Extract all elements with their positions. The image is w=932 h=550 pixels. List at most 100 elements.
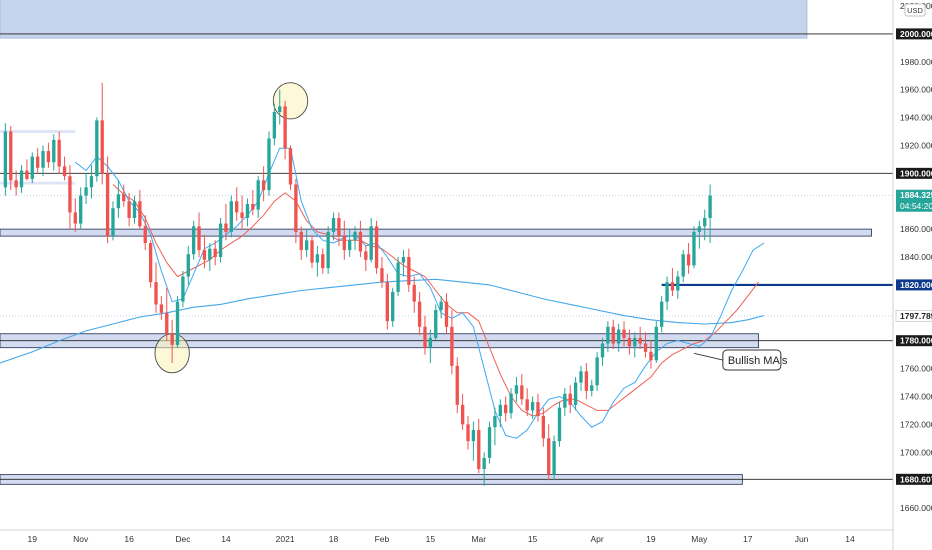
candle-body xyxy=(455,365,459,405)
candle-body xyxy=(208,248,212,260)
candle-body xyxy=(191,226,196,255)
candle xyxy=(310,236,314,269)
candle xyxy=(278,89,282,125)
candle-body xyxy=(670,282,675,291)
candle-body xyxy=(175,301,180,345)
candle xyxy=(369,217,373,263)
candle xyxy=(374,220,379,274)
candle xyxy=(337,212,341,246)
callout[interactable]: Bullish MA's xyxy=(722,349,788,371)
candle xyxy=(547,424,551,481)
time-tick-label: 16 xyxy=(124,534,134,544)
candle xyxy=(541,407,545,447)
price-tag-box xyxy=(896,28,932,40)
price-tag-label: 1680.607 xyxy=(900,474,932,484)
candle-body xyxy=(143,226,147,244)
time-tick-label: May xyxy=(691,534,708,544)
candle xyxy=(396,257,400,297)
candle-body xyxy=(590,385,594,391)
candle xyxy=(331,212,336,241)
candle-body xyxy=(697,226,702,232)
candle-body xyxy=(708,195,712,218)
candle xyxy=(665,276,669,311)
candle-body xyxy=(358,231,363,252)
time-axis[interactable]: 19 Nov 16 Dec 14 2021 18 Feb 15 Mar 15 Apr 19 May 17 Ju… xyxy=(0,529,893,544)
candle xyxy=(154,262,158,313)
price-tag-box xyxy=(896,473,932,485)
candle xyxy=(79,187,83,230)
price-tick-label: 1960.000 xyxy=(900,85,932,95)
candle xyxy=(299,226,303,260)
candle xyxy=(536,393,540,422)
candle xyxy=(552,435,556,481)
time-ticks: 19 Nov 16 Dec 14 2021 18 Feb 15 Mar 15 Apr 19 May 17 Ju… xyxy=(28,534,855,544)
candle xyxy=(622,321,626,347)
candle xyxy=(165,287,169,341)
candle xyxy=(186,245,190,285)
candle-body xyxy=(73,212,77,224)
candle xyxy=(444,293,449,334)
candle xyxy=(579,365,583,391)
candle-body xyxy=(520,385,524,400)
candle xyxy=(423,315,427,355)
candle xyxy=(358,220,363,258)
currency-badge[interactable]: USD xyxy=(904,3,926,17)
candle-body xyxy=(186,254,190,277)
candle-body xyxy=(278,106,282,112)
candle-body xyxy=(218,223,223,258)
sma-fast-line xyxy=(74,147,765,439)
candle-body xyxy=(423,326,427,348)
candle-body xyxy=(428,337,433,348)
candle xyxy=(348,229,352,258)
candle xyxy=(294,178,298,244)
candle xyxy=(568,385,572,414)
price-tick-label: 1940.000 xyxy=(900,113,932,123)
price-tag: 1900.000 xyxy=(896,167,932,179)
candle-body xyxy=(380,268,384,283)
candle-body xyxy=(584,371,589,391)
time-tick-label: Nov xyxy=(73,534,89,544)
candle-body xyxy=(261,180,266,191)
candle xyxy=(407,248,411,292)
shaded-strip-1 xyxy=(0,181,76,185)
candle xyxy=(385,273,389,330)
zone-1860 xyxy=(0,228,872,237)
candle xyxy=(218,217,223,263)
sma-long-line xyxy=(0,278,765,364)
moving-averages-layer xyxy=(0,147,765,439)
price-axis[interactable]: 1660.0001680.0001700.0001720.0001740.000… xyxy=(892,0,932,550)
candle xyxy=(616,323,621,352)
candle-body xyxy=(412,284,416,302)
price-tick-label: 1920.000 xyxy=(900,140,932,150)
candle xyxy=(35,148,40,174)
price-tick-label: 1980.000 xyxy=(900,57,932,67)
candle-body xyxy=(310,240,314,263)
candle-body xyxy=(235,201,239,213)
candle xyxy=(342,220,346,260)
candle xyxy=(73,198,77,232)
candle-body xyxy=(315,254,320,263)
candle-body xyxy=(132,201,137,218)
candle xyxy=(660,296,664,333)
time-tick-label: Jun xyxy=(795,534,809,544)
candle-body xyxy=(213,248,217,258)
candle xyxy=(240,195,244,230)
candle-body xyxy=(460,404,465,425)
candle-body xyxy=(35,156,40,168)
candle xyxy=(530,396,535,419)
candle-body xyxy=(622,329,626,338)
candle-body xyxy=(256,180,260,210)
candle xyxy=(563,388,567,417)
highlight-circle-0 xyxy=(272,82,309,120)
price-tag: 2000.000 xyxy=(896,28,932,40)
time-tick-label: Feb xyxy=(375,534,390,544)
candles-layer xyxy=(3,82,712,486)
candle xyxy=(170,319,174,364)
candle-body xyxy=(444,301,449,327)
candle-body xyxy=(294,184,298,232)
candle-body xyxy=(536,402,540,417)
candle-body xyxy=(165,312,169,334)
